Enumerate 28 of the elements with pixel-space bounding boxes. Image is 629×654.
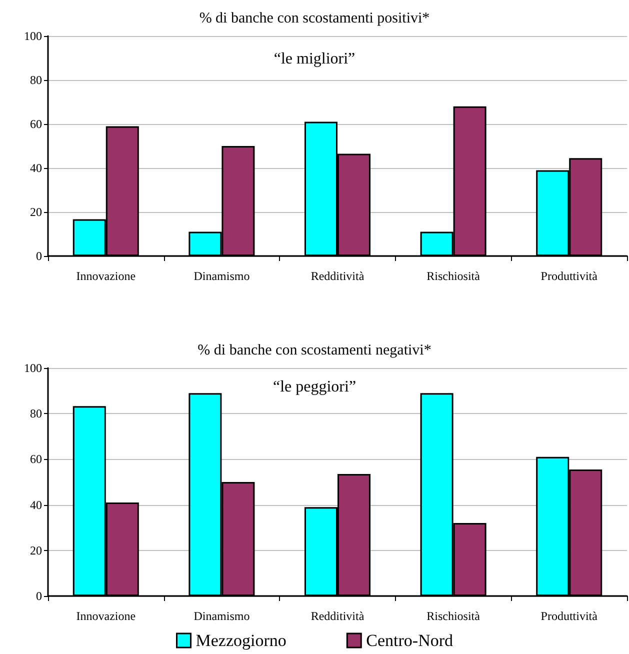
y-tick-label: 80 <box>30 406 42 421</box>
y-tick-label: 20 <box>30 543 42 558</box>
y-tick-label: 0 <box>36 249 42 263</box>
legend-label: Centro-Nord <box>366 631 454 650</box>
x-tick-label: Rischiosità <box>426 269 481 283</box>
x-tick-label: Innovazione <box>76 609 136 623</box>
legend-label: Mezzogiorno <box>196 631 286 650</box>
x-tick-label: Produttività <box>540 609 598 623</box>
y-tick-label: 0 <box>36 589 42 603</box>
text: “le migliori” <box>274 50 356 68</box>
y-tick-label: 40 <box>30 498 42 512</box>
x-tick-label: Rischiosità <box>426 609 481 623</box>
x-tick-label: Redditività <box>310 609 365 623</box>
x-tick-label: Dinamismo <box>194 609 250 623</box>
y-tick-label: 100 <box>24 361 42 375</box>
x-tick-label: Produttività <box>540 269 598 283</box>
y-tick-label: 60 <box>30 117 42 131</box>
chart-title: % di banche con scostamenti negativi* <box>198 342 432 358</box>
y-tick-label: 80 <box>30 73 42 87</box>
x-tick-label: Innovazione <box>76 269 136 283</box>
y-tick-label: 20 <box>30 205 42 219</box>
y-tick-label: 60 <box>30 452 42 466</box>
y-tick-label: 100 <box>24 29 42 43</box>
text: “le peggiori” <box>272 378 356 396</box>
x-tick-label: Dinamismo <box>194 269 250 283</box>
chart-title: % di banche con scostamenti positivi* <box>199 10 430 26</box>
x-tick-label: Redditività <box>310 269 365 283</box>
y-tick-label: 40 <box>30 161 42 175</box>
